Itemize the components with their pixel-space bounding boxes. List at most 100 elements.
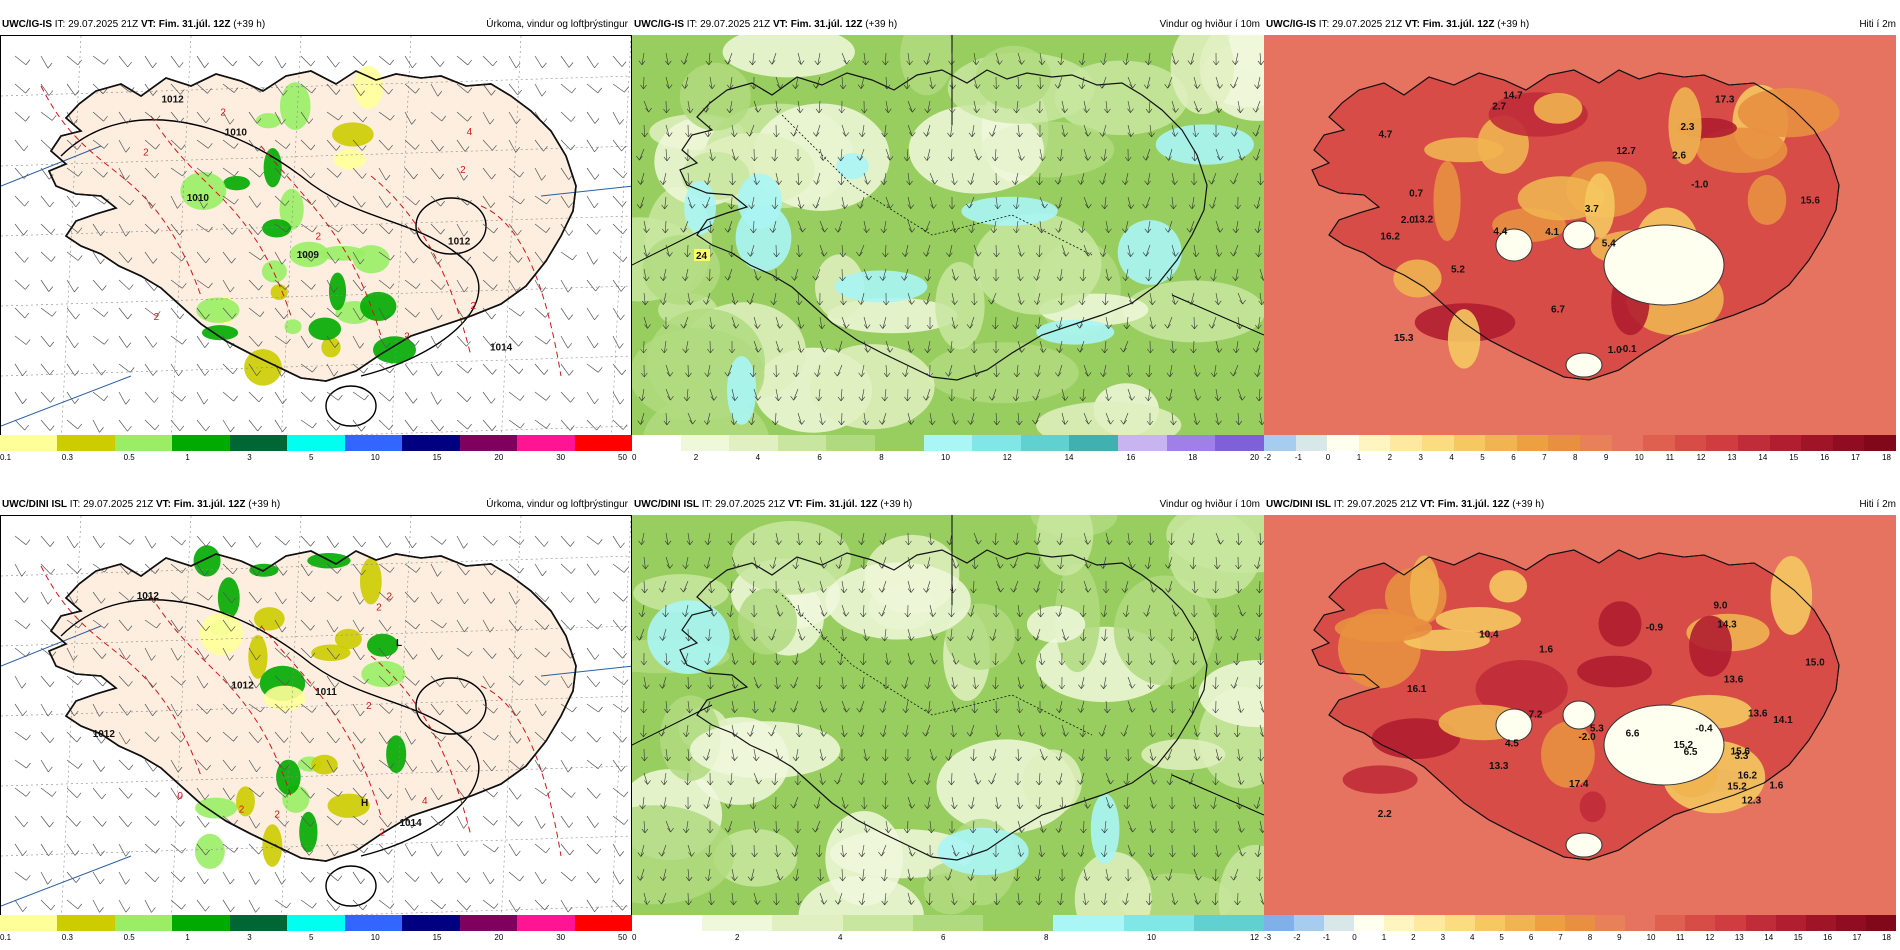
colorbar-segment (1706, 435, 1738, 451)
colorbar-tick-label: 14 (1764, 933, 1774, 942)
colorbar-tick-label: 8 (1573, 453, 1578, 462)
colorbar-tick-label: 7 (1542, 453, 1547, 462)
temperature-label: 16.2 (1380, 232, 1400, 243)
precip-map[interactable]: 1009 1010 1012 1012 1014 1010 2 2 2 2 4 2 2 2 (0, 35, 632, 445)
colorbar-tick-label: 16 (1823, 933, 1833, 942)
colorbar-segment (826, 435, 876, 451)
colorbar-segment (842, 915, 913, 931)
model-name: UWC/IG-IS (2, 19, 52, 30)
precip-cell (279, 82, 311, 130)
temperature-label: -2.0 (1578, 732, 1596, 743)
precip-cell (327, 793, 370, 818)
temperature-map[interactable]: 12.3 2.2 10.4 13.3 15.0 6.5 5.3 14.3 15.6 16.2 15.… (1264, 515, 1896, 925)
colorbar-tick-label: 10 (370, 453, 380, 462)
colorbar-segment (1685, 915, 1716, 931)
colorbar-segment (1805, 915, 1836, 931)
panel-ig-temp: UWC/IG-IS IT: 29.07.2025 21Z VT: Fim. 31… (1264, 15, 1900, 465)
colorbar-tick-label: 15 (432, 933, 442, 942)
colorbar-segment (1421, 435, 1454, 451)
colorbar-segment (1474, 915, 1505, 931)
temperature-label: 14.7 (1503, 90, 1523, 101)
wind-field (1036, 515, 1094, 576)
temperature-field (1447, 309, 1481, 369)
colorbar-segment (287, 915, 345, 931)
precip-cell (333, 149, 366, 170)
colorbar-segment (1715, 915, 1746, 931)
precip-cell (262, 219, 292, 238)
panel-dini-precip: UWC/DINI ISL IT: 29.07.2025 21Z VT: Fim.… (0, 495, 632, 945)
temperature-label: 16.1 (1407, 684, 1427, 695)
colorbar-tick-label: 5 (1480, 453, 1485, 462)
temperature-label: 15.6 (1731, 747, 1751, 758)
colorbar-segment (1611, 435, 1644, 451)
colorbar-tick-label: 6 (941, 933, 946, 942)
colorbar-tick-label: -1 (1294, 453, 1303, 462)
wind-field (1022, 749, 1082, 815)
glacier (1562, 220, 1596, 250)
wind-value-label: 24 (696, 251, 708, 262)
colorbar-segment (729, 435, 778, 451)
temp-svg: 12.32.210.413.315.06.55.314.315.616.215.… (1264, 515, 1896, 925)
wind-map[interactable]: 24 (632, 35, 1264, 445)
temperature-label: 10.4 (1479, 629, 1499, 640)
colorbar-segment (912, 915, 984, 931)
colorbar-tick-label: 50 (618, 933, 627, 942)
temperature-field (1409, 555, 1440, 622)
colorbar-segment (1354, 915, 1385, 931)
precip-cell (319, 245, 366, 261)
wind-field (722, 35, 855, 78)
wind-svg (632, 515, 1264, 925)
precip-cell (270, 284, 288, 300)
panel-title-bar: UWC/IG-IS IT: 29.07.2025 21Z VT: Fim. 31… (632, 15, 1264, 35)
temperature-label: 12.7 (1616, 146, 1636, 157)
temperature-label: 13.6 (1724, 674, 1744, 685)
colorbar-segment (1737, 435, 1770, 451)
colorbar-tick-label: 5 (1499, 933, 1504, 942)
temperature-field (1689, 615, 1732, 677)
temperature-map[interactable]: 14.7 2.3 15.6 4.1 5.4 13.2 4.7 2.6 16.2 12.7 3.7 15… (1264, 35, 1896, 445)
colorbar-segment (1643, 435, 1675, 451)
wind-value-box (694, 249, 710, 261)
temperature-label: -1.0 (1691, 180, 1709, 191)
precip-contour-label: 2 (143, 148, 149, 159)
colorbar-segment (114, 435, 173, 451)
colorbar-tick-label: 12 (1696, 453, 1706, 462)
precip-cell (360, 291, 397, 321)
colorbar-tick-label: -3 (1264, 933, 1272, 942)
colorbar-tick-label: 4 (838, 933, 843, 942)
colorbar-segment (923, 435, 973, 451)
panel-title: Vindur og hviður í 10m (1159, 499, 1260, 510)
wind-field (926, 342, 1079, 404)
wind-field (1170, 35, 1235, 115)
precip-map[interactable]: 1011 1012 1012 1012 1014 2 2 2 2 2 4 2 0 L H (0, 515, 632, 925)
temperature-label: 13.2 (1414, 215, 1434, 226)
precip-contour-label: 4 (467, 127, 473, 138)
colorbar-tick-label: 0.3 (61, 933, 73, 942)
colorbar-segment (875, 435, 924, 451)
precip-cell (196, 297, 240, 323)
pressure-label: 1012 (93, 729, 116, 740)
wind-field (1198, 660, 1264, 728)
lead-time: (+39 h) (233, 19, 266, 30)
colorbar-tick-label: 8 (1044, 933, 1049, 942)
colorbar-tick-label: 3 (1418, 453, 1423, 462)
temperature-label: -0.4 (1695, 724, 1713, 735)
pressure-label: 1010 (187, 193, 210, 204)
temperature-label: 5.2 (1451, 264, 1465, 275)
temperature-label: 3.7 (1585, 204, 1599, 215)
colorbar-segment (777, 435, 827, 451)
wind-field (713, 828, 798, 887)
colorbar-segment (459, 435, 518, 451)
precip-cell (321, 337, 341, 358)
precip-cell (311, 754, 338, 775)
colorbar-segment (632, 915, 703, 931)
wind-map[interactable] (632, 515, 1264, 925)
wind-field (1123, 280, 1264, 343)
colorbar-tick-label: 15 (432, 453, 442, 462)
precip-contour-label: 2 (386, 592, 392, 603)
temperature-label: 5.4 (1602, 239, 1616, 250)
precip-cell (261, 260, 287, 283)
colorbar-tick-label: 15 (1789, 453, 1799, 462)
pressure-label: 1012 (161, 95, 184, 106)
colorbar-segment (0, 915, 58, 931)
